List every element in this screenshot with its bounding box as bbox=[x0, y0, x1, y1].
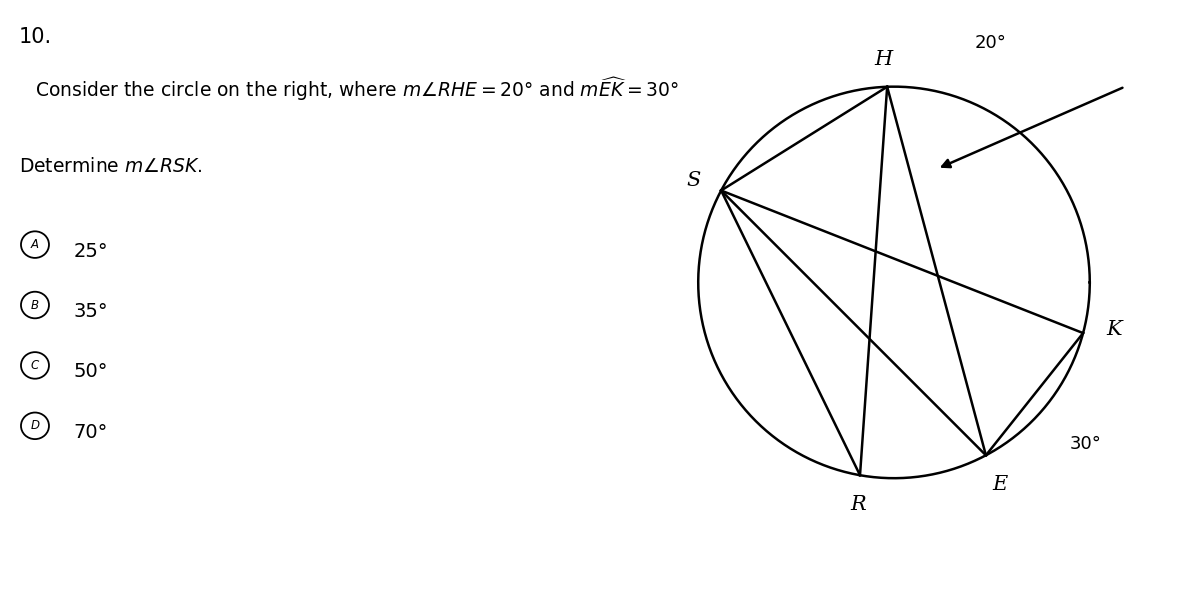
Text: B: B bbox=[31, 298, 38, 312]
Text: 70°: 70° bbox=[73, 423, 108, 442]
Text: 50°: 50° bbox=[73, 362, 108, 381]
Text: C: C bbox=[31, 359, 40, 372]
Text: H: H bbox=[874, 50, 893, 69]
Text: 10.: 10. bbox=[19, 27, 53, 47]
Text: 20°: 20° bbox=[974, 34, 1007, 52]
Text: K: K bbox=[1106, 320, 1122, 339]
Text: 35°: 35° bbox=[73, 302, 108, 321]
Text: R: R bbox=[850, 495, 866, 514]
Text: Determine $m\angle RSK$.: Determine $m\angle RSK$. bbox=[19, 157, 203, 176]
Text: 25°: 25° bbox=[73, 242, 108, 260]
Text: Consider the circle on the right, where $m\angle RHE = 20°$ and $m\widehat{EK} =: Consider the circle on the right, where … bbox=[35, 76, 679, 103]
Text: S: S bbox=[686, 171, 701, 190]
Text: A: A bbox=[31, 238, 38, 251]
Text: D: D bbox=[30, 419, 40, 432]
Text: E: E bbox=[992, 475, 1007, 494]
Text: 30°: 30° bbox=[1070, 434, 1102, 452]
